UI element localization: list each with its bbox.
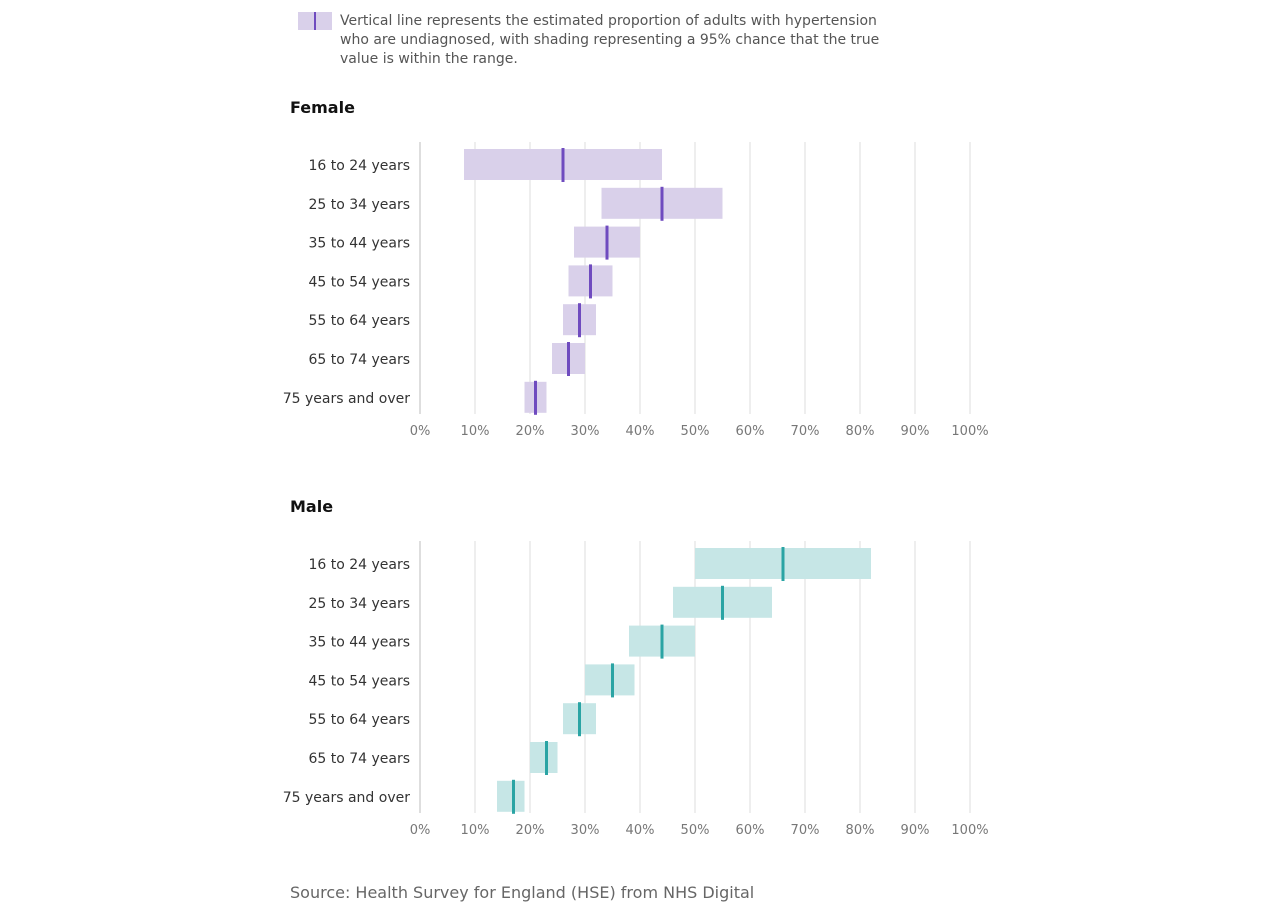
x-tick-label: 60%: [736, 424, 765, 439]
x-tick-label: 0%: [410, 424, 431, 439]
estimate-marker: [578, 702, 581, 737]
estimate-marker: [721, 585, 724, 620]
category-label: 45 to 54 years: [308, 274, 410, 290]
x-tick-label: 100%: [951, 424, 988, 439]
category-label: 55 to 64 years: [308, 313, 410, 329]
category-label: 25 to 34 years: [308, 197, 410, 213]
x-tick-label: 90%: [901, 424, 930, 439]
x-tick-label: 30%: [571, 823, 600, 838]
confidence-range-bar: [585, 664, 635, 696]
estimate-marker: [534, 380, 537, 415]
category-label: 16 to 24 years: [308, 158, 410, 174]
estimate-marker: [561, 148, 565, 182]
x-tick-label: 60%: [736, 823, 765, 838]
x-tick-label: 10%: [461, 424, 490, 439]
x-tick-label: 10%: [461, 823, 490, 838]
source-note: Source: Health Survey for England (HSE) …: [290, 883, 755, 902]
female-panel-title: Female: [290, 98, 355, 117]
estimate-marker: [512, 779, 515, 814]
category-label: 35 to 44 years: [308, 635, 410, 651]
estimate-marker: [611, 663, 614, 698]
estimate-marker: [589, 264, 592, 299]
estimate-marker: [578, 303, 581, 338]
x-tick-label: 80%: [846, 424, 875, 439]
x-tick-label: 90%: [901, 823, 930, 838]
legend-swatch-estimate-line: [314, 12, 316, 30]
x-tick-label: 40%: [626, 823, 655, 838]
confidence-range-bar: [497, 780, 525, 812]
x-tick-label: 80%: [846, 823, 875, 838]
category-label: 65 to 74 years: [308, 352, 410, 368]
x-tick-label: 50%: [681, 823, 710, 838]
x-tick-label: 40%: [626, 424, 655, 439]
estimate-marker: [660, 186, 664, 221]
x-tick-label: 50%: [681, 424, 710, 439]
legend-text: Vertical line represents the estimated p…: [340, 13, 880, 67]
x-tick-label: 100%: [951, 823, 988, 838]
estimate-marker: [605, 225, 609, 260]
x-tick-label: 70%: [791, 424, 820, 439]
x-tick-label: 20%: [516, 823, 545, 838]
estimate-marker: [545, 741, 548, 775]
confidence-range-bar: [530, 742, 558, 773]
estimate-marker: [781, 547, 785, 581]
x-tick-label: 20%: [516, 424, 545, 439]
estimate-marker: [567, 342, 570, 376]
category-label: 35 to 44 years: [308, 236, 410, 252]
category-label: 55 to 64 years: [308, 712, 410, 728]
x-tick-label: 30%: [571, 424, 600, 439]
category-label: 25 to 34 years: [308, 596, 410, 612]
category-label: 75 years and over: [283, 790, 410, 806]
legend-swatch-icon: [298, 12, 332, 30]
category-label: 75 years and over: [283, 391, 410, 407]
estimate-marker: [660, 624, 664, 659]
male-panel-title: Male: [290, 497, 334, 516]
category-label: 65 to 74 years: [308, 751, 410, 767]
category-label: 16 to 24 years: [308, 557, 410, 573]
x-tick-label: 0%: [410, 823, 431, 838]
category-label: 45 to 54 years: [308, 673, 410, 689]
x-tick-label: 70%: [791, 823, 820, 838]
male-chart: 0% 10% 20% 30% 40% 50% 60% 70% 80% 90% 100% 16 to 2…: [283, 541, 989, 838]
female-chart: 0% 10% 20% 30% 40% 50% 60% 70% 80% 90% 100% 16 to 2…: [283, 142, 989, 439]
